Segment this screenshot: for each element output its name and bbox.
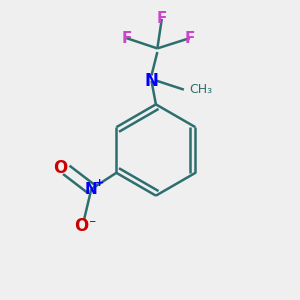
Text: ⁻: ⁻ <box>88 217 95 231</box>
Text: +: + <box>95 178 104 188</box>
Text: O: O <box>74 218 88 236</box>
Text: N: N <box>85 182 98 196</box>
Text: O: O <box>53 158 67 176</box>
Text: N: N <box>145 72 158 90</box>
Text: F: F <box>184 31 195 46</box>
Text: CH₃: CH₃ <box>190 83 213 96</box>
Text: F: F <box>121 31 132 46</box>
Text: F: F <box>157 11 167 26</box>
